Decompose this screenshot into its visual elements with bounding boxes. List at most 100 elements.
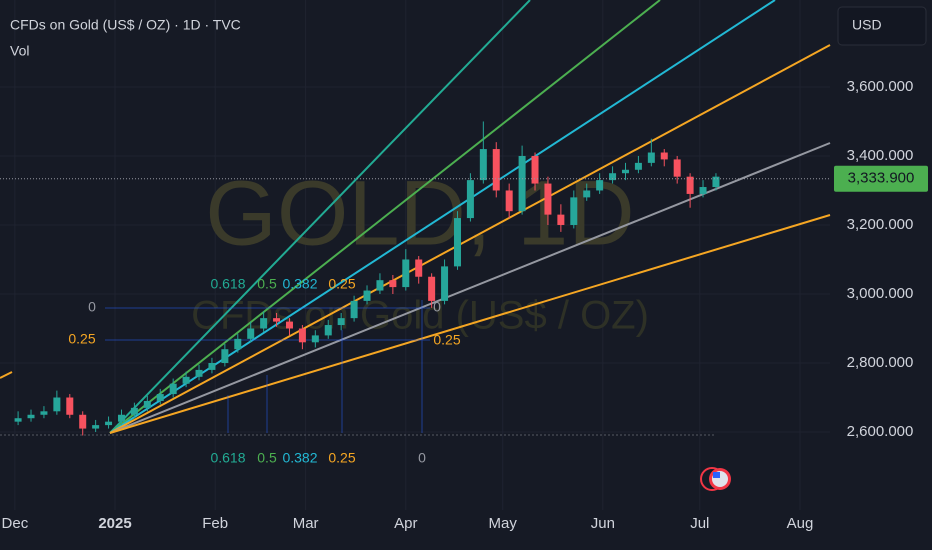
fan [0,0,831,436]
candle-body [350,300,358,319]
currency-label[interactable]: USD [852,17,882,33]
candle-body [376,280,384,291]
candle-body [79,414,87,429]
candle-body [557,214,565,225]
fan-label: 0.25 [433,332,460,348]
fan-line [109,44,831,434]
x-tick-label: Mar [293,515,319,532]
candle-body [130,407,138,415]
x-tick-label: Jun [591,515,615,532]
fan-line [109,142,831,434]
fan-label: 0.5 [257,276,277,292]
candle-body [466,180,474,219]
y-tick-label: 3,600.000 [847,78,914,95]
candle-body [686,176,694,194]
fan-label: 0.25 [328,276,355,292]
candle-body [156,394,164,401]
fan-label: 0.382 [282,276,317,292]
flag-icon [700,467,731,491]
fan-label: 0.618 [210,450,245,466]
candle-body [324,325,332,336]
candle-body [389,280,397,288]
candle-body [492,149,500,191]
candle-body [441,266,449,301]
candle-body [92,425,100,429]
x-tick-label: Dec [2,515,29,532]
candle-body [609,173,617,181]
fan-line [109,0,661,434]
fan-line [109,0,776,434]
candle-body [285,321,293,329]
x-tick-label: Feb [202,515,228,532]
y-tick-label: 3,000.000 [847,285,914,302]
fan-label: 0.25 [328,450,355,466]
candle-body [505,190,513,212]
chart-subtitle: Vol [10,43,29,59]
candle-body [479,149,487,181]
x-tick-label: 2025 [98,515,131,532]
fan-line [109,0,531,434]
fan-label: 0.25 [68,331,95,347]
candle-body [40,411,48,415]
y-tick-label: 3,200.000 [847,216,914,233]
candle-body [402,259,410,288]
candle-body [634,162,642,170]
candle-body [647,152,655,163]
candle-body [621,169,629,174]
candle-body [660,152,668,160]
x-tick-label: May [489,515,518,532]
candle-body [596,180,604,191]
candle-body [53,397,61,412]
chart-title: CFDs on Gold (US$ / OZ) · 1D · TVC [10,17,241,33]
y-tick-label: 2,800.000 [847,354,914,371]
candle-body [105,421,113,426]
candle-body [27,414,35,419]
candle-body [699,187,707,194]
candle-body [182,376,190,384]
fan-label: 0 [88,299,96,315]
candle-body [583,190,591,198]
candle-body [544,183,552,215]
candle-body [337,318,345,326]
candle-body [195,369,203,377]
fan-label: 0.5 [257,450,277,466]
watermark: GOLD, 1D [205,162,634,264]
candle-body [169,383,177,395]
event-icon [713,472,720,478]
candles [14,121,720,436]
candle-body [234,338,242,350]
candle-body [117,414,125,422]
candle-body [143,400,151,408]
candle-body [712,176,720,188]
fan-line [109,214,831,434]
candle-body [453,218,461,267]
fan-label: 0.382 [282,450,317,466]
candle-body [673,159,681,177]
candle-body [273,318,281,322]
candle-body [531,155,539,184]
currency-button[interactable] [837,6,927,46]
candle-body [14,418,22,422]
y-tick-label: 2,600.000 [847,423,914,440]
candle-body [570,197,578,225]
candle-body [208,363,216,370]
y-tick-label: 3,400.000 [847,147,914,164]
candle-body [415,259,423,277]
x-tick-label: Aug [787,515,814,532]
candle-body [311,335,319,343]
candle-body [66,397,74,415]
fan-label: 0 [418,450,426,466]
candle-body [260,318,268,329]
x-tick-label: Jul [690,515,709,532]
candle-body [363,290,371,301]
fan-line [0,371,13,379]
candle-body [428,276,436,301]
fan-label: 0.618 [210,276,245,292]
candle-body [221,349,229,364]
candle-body [247,328,255,339]
last-price-box [834,165,928,192]
last-price-label: 3,333.900 [848,170,915,187]
